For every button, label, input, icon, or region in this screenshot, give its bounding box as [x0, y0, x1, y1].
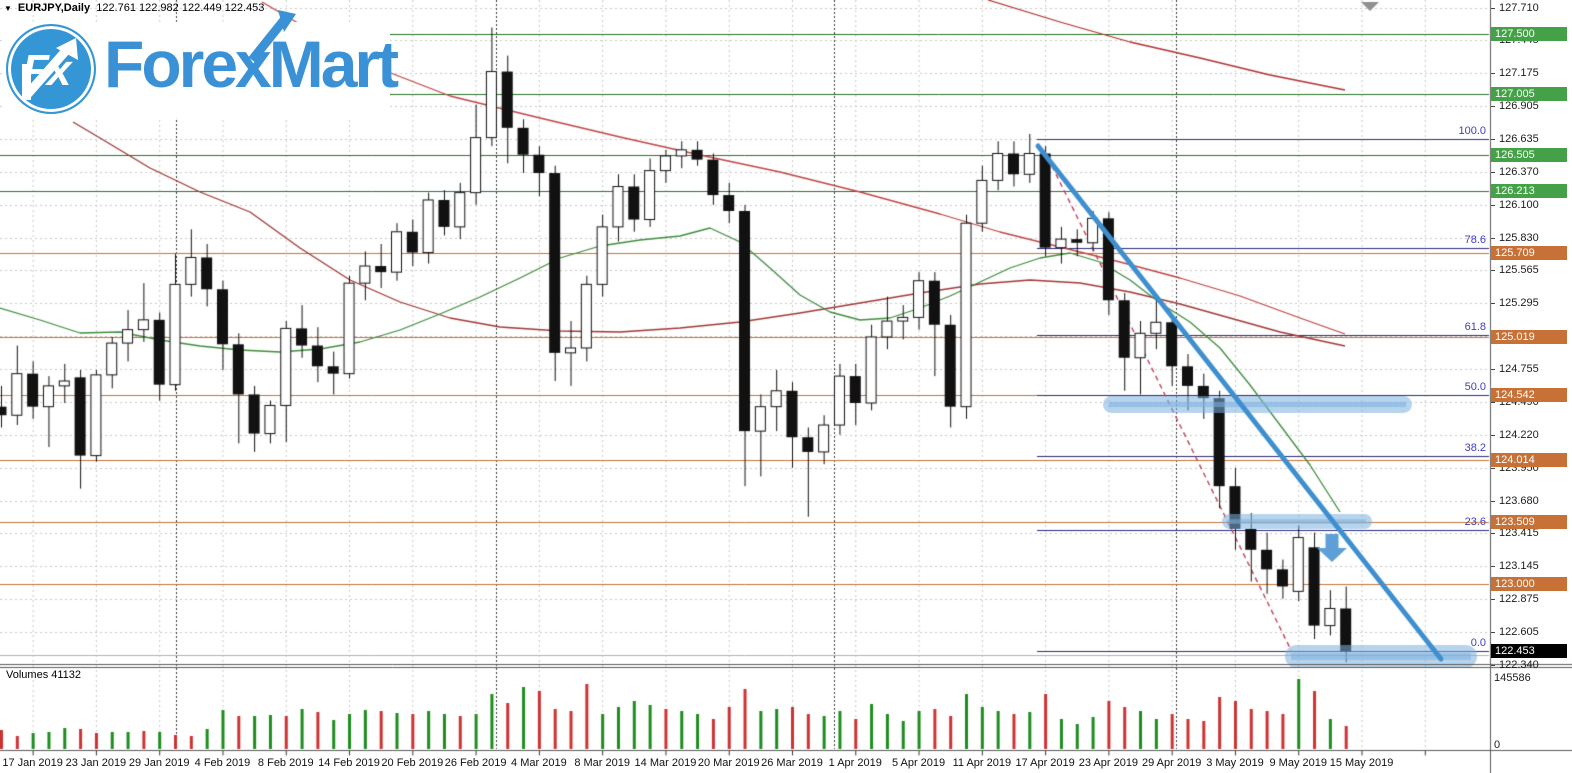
price-tick-mark: [1491, 303, 1495, 304]
date-tick-label: 29 Jan 2019: [128, 757, 190, 769]
date-tick-label: 23 Jan 2019: [65, 757, 127, 769]
price-tick-mark: [1491, 106, 1495, 107]
fibonacci-level-label: 50.0: [1464, 381, 1486, 393]
price-level-badge-orange: 124.014: [1491, 453, 1567, 467]
price-tick-label: 123.145: [1499, 560, 1539, 572]
price-tick-mark: [1491, 632, 1495, 633]
date-tick-label: 29 Apr 2019: [1142, 757, 1202, 769]
price-level-badge-green: 126.213: [1491, 184, 1567, 198]
price-tick-mark: [1491, 533, 1495, 534]
date-tick-label: 8 Feb 2019: [257, 757, 314, 769]
price-tick-label: 123.680: [1499, 495, 1539, 507]
chart-dropdown-icon[interactable]: ▼: [4, 4, 12, 13]
date-tick-label: 26 Mar 2019: [761, 757, 823, 769]
price-tick-mark: [1491, 73, 1495, 74]
price-tick-mark: [1491, 501, 1495, 502]
price-tick-label: 127.175: [1499, 67, 1539, 79]
price-level-badge-orange: 123.000: [1491, 577, 1567, 591]
price-tick-label: 123.415: [1499, 527, 1539, 539]
symbol-timeframe-label: EURJPY,Daily: [17, 2, 91, 14]
fibonacci-level-label: 100.0: [1458, 125, 1486, 137]
date-tick-label: 14 Mar 2019: [634, 757, 697, 769]
date-tick-label: 3 May 2019: [1206, 757, 1264, 769]
date-tick-label: 23 Apr 2019: [1078, 757, 1139, 769]
logo-up-arrow-icon: [22, 38, 78, 100]
price-tick-mark: [1491, 270, 1495, 271]
price-tick-mark: [1491, 599, 1495, 600]
ohlc-values: 122.761 122.982 122.449 122.453: [96, 2, 265, 14]
volume-scale-min: 0: [1494, 739, 1501, 751]
forexmart-logo-circle: Fx: [6, 24, 96, 114]
price-tick-label: 125.295: [1499, 297, 1539, 309]
price-level-badge-orange: 125.019: [1491, 330, 1567, 344]
date-tick-label: 26 Feb 2019: [444, 757, 507, 769]
date-tick-label: 8 Mar 2019: [574, 757, 630, 769]
price-level-badge-green: 127.005: [1491, 87, 1567, 101]
price-tick-mark: [1491, 205, 1495, 206]
price-tick-label: 126.905: [1499, 100, 1539, 112]
date-tick-label: 5 Apr 2019: [891, 757, 946, 769]
price-level-badge-orange: 125.709: [1491, 246, 1567, 260]
price-tick-label: 126.100: [1499, 199, 1539, 211]
fibonacci-level-label: 61.8: [1464, 321, 1486, 333]
price-tick-label: 122.605: [1499, 626, 1539, 638]
price-tick-label: 126.370: [1499, 166, 1539, 178]
price-tick-mark: [1491, 665, 1495, 666]
volume-scale-max: 145586: [1494, 672, 1531, 684]
chart-title-bar: ▼ EURJPY,Daily 122.761 122.982 122.449 12…: [4, 2, 264, 14]
price-tick-label: 125.565: [1499, 264, 1539, 276]
price-tick-mark: [1491, 402, 1495, 403]
price-tick-mark: [1491, 435, 1495, 436]
forexmart-logo: Fx ForexMart: [4, 10, 399, 118]
price-tick-label: 127.710: [1499, 2, 1539, 14]
price-tick-label: 124.755: [1499, 363, 1539, 375]
logo-fx-text: Fx: [22, 46, 71, 95]
price-level-badge-green: 126.505: [1491, 148, 1567, 162]
price-tick-mark: [1491, 139, 1495, 140]
price-tick-label: 124.220: [1499, 429, 1539, 441]
price-tick-label: 122.875: [1499, 593, 1539, 605]
date-tick-label: 15 May 2019: [1329, 757, 1394, 769]
price-tick-mark: [1491, 238, 1495, 239]
date-tick-label: 11 Apr 2019: [952, 757, 1012, 769]
price-tick-mark: [1491, 172, 1495, 173]
price-tick-mark: [1491, 8, 1495, 9]
price-tick-mark: [1491, 369, 1495, 370]
logo-wordmark-arrow-icon: [248, 10, 296, 63]
date-tick-label: 9 May 2019: [1269, 757, 1327, 769]
price-level-badge-black: 122.453: [1491, 644, 1567, 658]
volumes-indicator-label: Volumes 41132: [6, 669, 82, 681]
date-tick-label: 20 Feb 2019: [381, 757, 444, 769]
date-tick-label: 1 Apr 2019: [828, 757, 882, 769]
date-tick-label: 4 Feb 2019: [194, 757, 251, 769]
date-tick-label: 17 Jan 2019: [2, 757, 63, 769]
fibonacci-level-label: 23.6: [1464, 516, 1486, 528]
price-tick-mark: [1491, 468, 1495, 469]
date-tick-label: 20 Mar 2019: [697, 757, 760, 769]
price-level-badge-green: 127.500: [1491, 27, 1567, 41]
fibonacci-level-label: 0.0: [1470, 637, 1486, 649]
date-tick-label: 4 Mar 2019: [511, 757, 567, 769]
fibonacci-level-label: 78.6: [1464, 234, 1486, 246]
fibonacci-level-label: 38.2: [1464, 442, 1486, 454]
date-tick-label: 14 Feb 2019: [318, 757, 380, 769]
price-level-badge-orange: 124.542: [1491, 388, 1567, 402]
price-level-badge-orange: 123.509: [1491, 515, 1567, 529]
price-tick-label: 126.635: [1499, 133, 1539, 145]
price-tick-label: 125.830: [1499, 232, 1539, 244]
price-tick-label: 122.340: [1499, 659, 1539, 671]
logo-wordmark: ForexMart: [104, 27, 399, 101]
price-tick-mark: [1491, 566, 1495, 567]
date-tick-label: 17 Apr 2019: [1015, 757, 1075, 769]
